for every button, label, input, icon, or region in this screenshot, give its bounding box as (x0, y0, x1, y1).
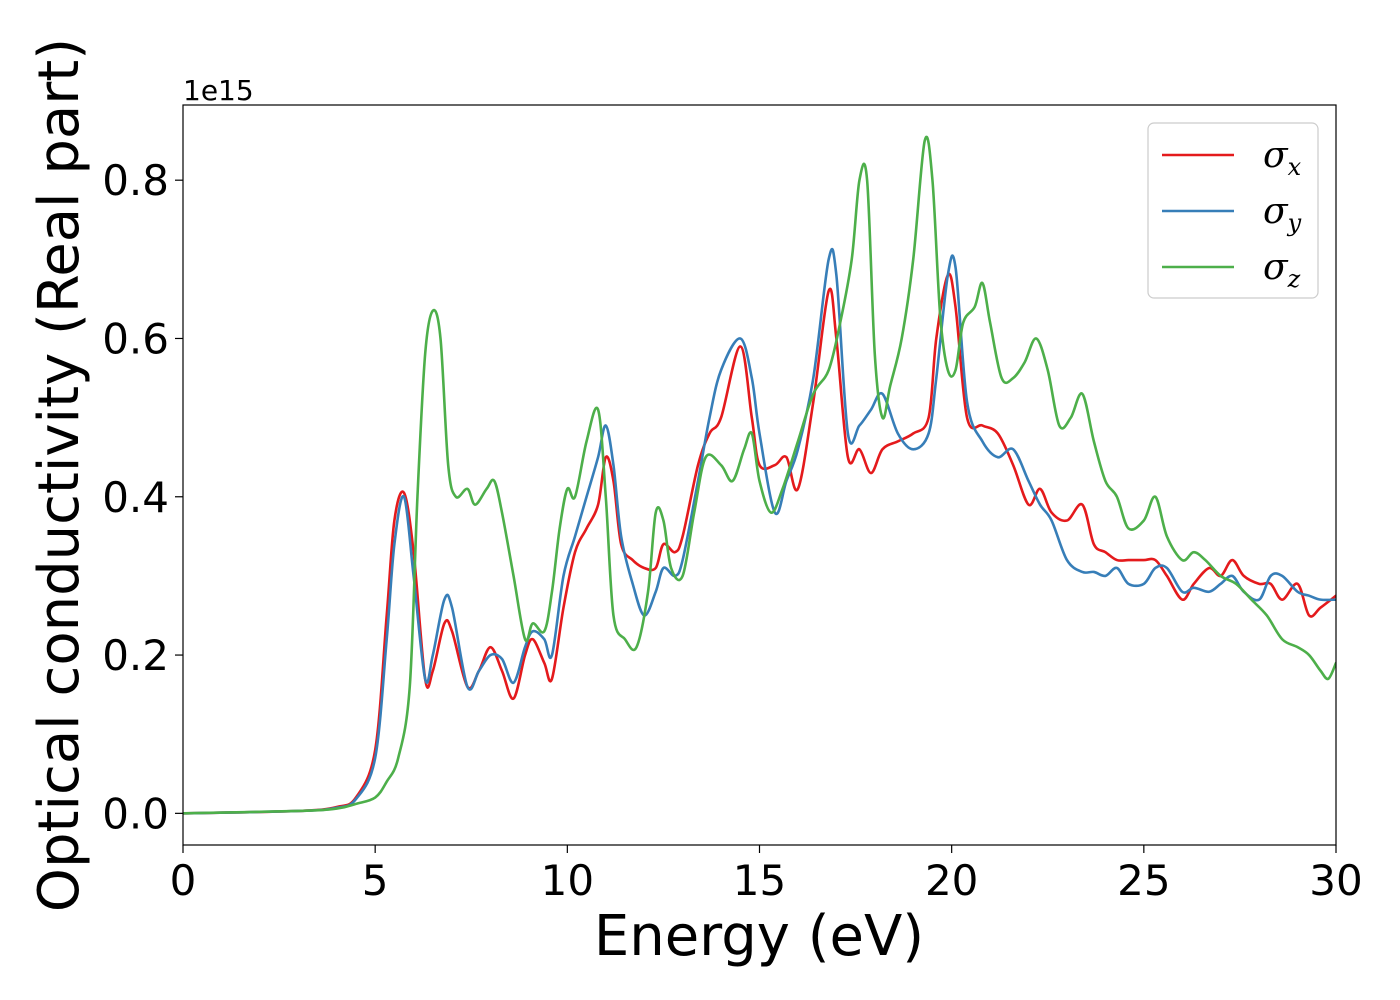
y-offset-label: 1e15 (183, 74, 254, 107)
series-line-sigma-z (183, 135, 1336, 815)
y-tick-label: 0.8 (102, 156, 169, 205)
legend-entry-sigma-z: σz (1263, 247, 1301, 293)
legend-symbol: σ (1263, 135, 1289, 176)
series-layer (183, 135, 1336, 815)
legend-subscript: x (1288, 153, 1302, 181)
legend-subscript: y (1287, 209, 1302, 237)
legend-symbol: σ (1263, 247, 1289, 288)
y-tick-label: 0.4 (102, 473, 169, 522)
x-tick-label: 25 (1117, 856, 1170, 905)
x-axis: 0 5 10 15 20 25 30 (170, 845, 1363, 905)
x-tick-label: 0 (170, 856, 197, 905)
x-tick-label: 30 (1309, 856, 1362, 905)
legend-symbol: σ (1263, 191, 1289, 232)
x-tick-label: 20 (925, 856, 978, 905)
y-tick-label: 0.6 (102, 314, 169, 363)
y-axis: 0.0 0.2 0.4 0.6 0.8 (102, 156, 183, 838)
series-line-sigma-y (183, 247, 1336, 815)
legend-entry-sigma-y: σy (1263, 191, 1302, 237)
legend-entry-sigma-x: σx (1263, 135, 1302, 181)
x-tick-label: 10 (541, 856, 594, 905)
x-axis-title: Energy (eV) (594, 904, 924, 969)
y-tick-label: 0.2 (102, 631, 169, 680)
x-tick-label: 15 (733, 856, 786, 905)
x-tick-label: 5 (362, 856, 389, 905)
legend-subscript: z (1287, 265, 1301, 293)
y-axis-title: Optical conductivity (Real part) (27, 38, 92, 912)
y-tick-label: 0.0 (102, 789, 169, 838)
